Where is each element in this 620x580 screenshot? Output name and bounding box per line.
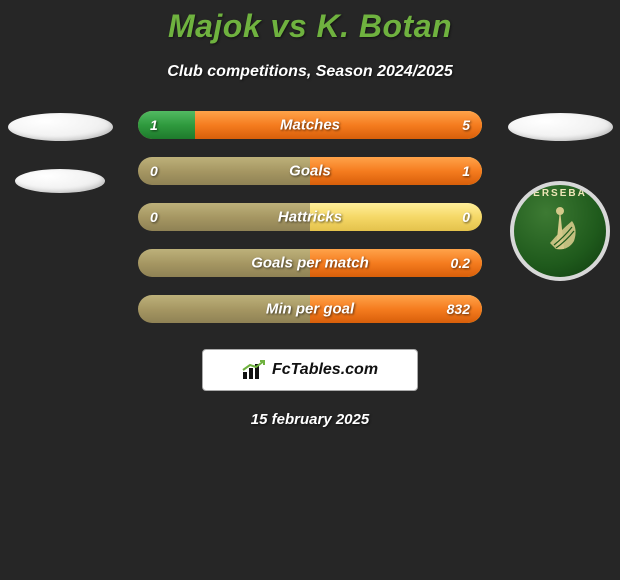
crest-icon (530, 201, 590, 261)
brand-text: FcTables.com (272, 361, 378, 379)
stat-value-right: 5 (462, 117, 470, 133)
left-side (0, 111, 120, 193)
stat-bar: Matches 1 5 (138, 111, 482, 139)
stat-value-right: 0.2 (451, 255, 470, 271)
main-row: Matches 1 5 Goals 0 1 Hattricks 0 0 Goals per mat… (0, 111, 620, 323)
stat-bar: Hattricks 0 0 (138, 203, 482, 231)
bar-half-left (138, 157, 310, 185)
stat-value-left: 0 (150, 209, 158, 225)
bar-fill-left (138, 111, 195, 139)
stat-value-left: 0 (150, 163, 158, 179)
stat-bar: Min per goal 832 (138, 295, 482, 323)
right-side: ERSEBA (500, 111, 620, 281)
chart-icon (242, 360, 266, 380)
stat-label: Matches (280, 117, 340, 134)
club-crest: ERSEBA (510, 181, 610, 281)
brand-badge[interactable]: FcTables.com (202, 349, 418, 391)
page-title: Majok vs K. Botan (168, 8, 452, 45)
stat-label: Goals (289, 163, 331, 180)
stat-label: Goals per match (251, 255, 369, 272)
stat-label: Hattricks (278, 209, 342, 226)
stat-value-right: 832 (447, 301, 470, 317)
footer: FcTables.com 15 february 2025 (202, 349, 418, 428)
stat-bars: Matches 1 5 Goals 0 1 Hattricks 0 0 Goals per mat… (120, 111, 500, 323)
date-label: 15 february 2025 (251, 411, 369, 428)
stat-bar: Goals per match 0.2 (138, 249, 482, 277)
subtitle: Club competitions, Season 2024/2025 (167, 63, 452, 81)
stat-bar: Goals 0 1 (138, 157, 482, 185)
stat-value-right: 0 (462, 209, 470, 225)
player-right-placeholder (508, 113, 613, 141)
stat-value-left: 1 (150, 117, 158, 133)
comparison-card: Majok vs K. Botan Club competitions, Sea… (0, 0, 620, 428)
crest-text: ERSEBA (514, 188, 606, 199)
stat-label: Min per goal (266, 301, 354, 318)
player-left-placeholder-1 (8, 113, 113, 141)
stat-value-right: 1 (462, 163, 470, 179)
bar-fill-right (310, 157, 482, 185)
player-left-placeholder-2 (15, 169, 105, 193)
